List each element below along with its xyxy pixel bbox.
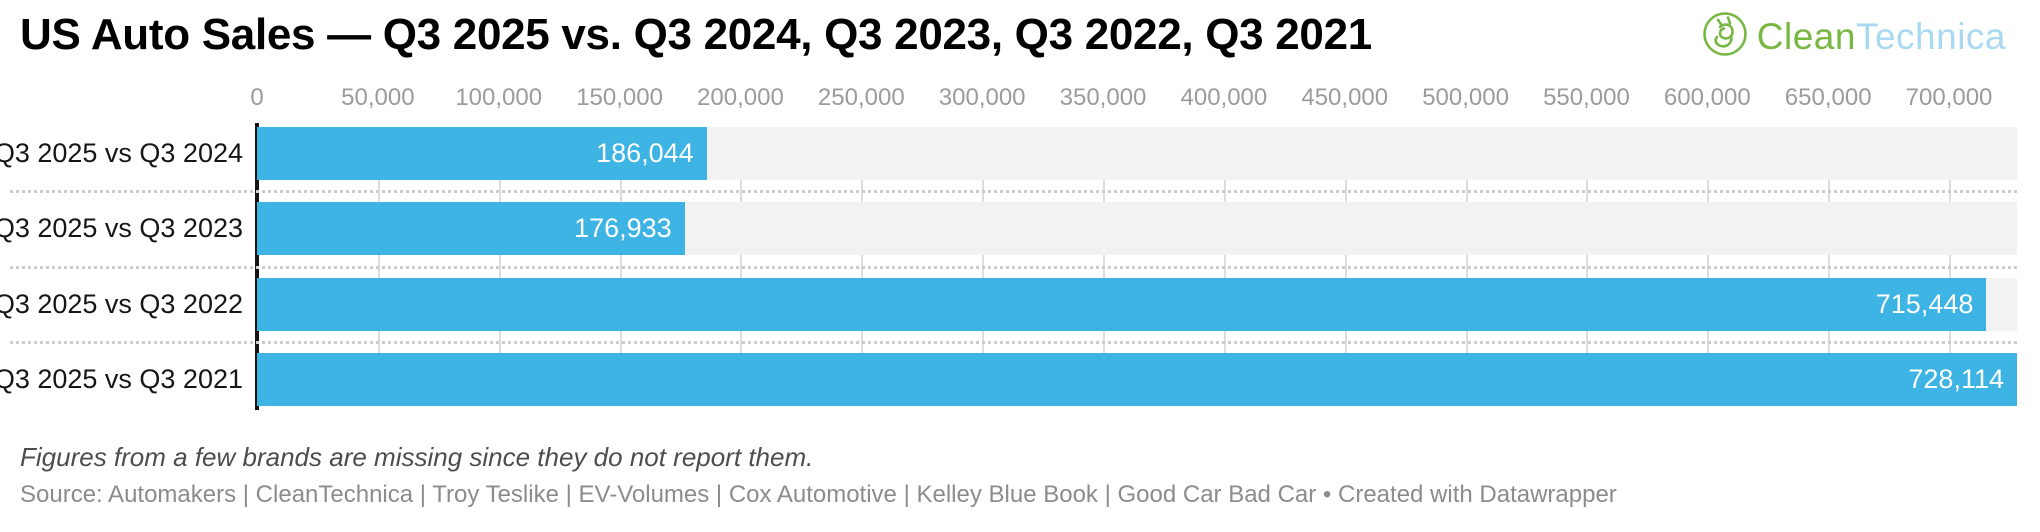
bar-2: 176,933 <box>257 202 685 255</box>
x-tick-label: 300,000 <box>938 84 1026 111</box>
source-line: Source: Automakers | CleanTechnica | Tro… <box>20 481 1617 509</box>
source-separator: • <box>1322 481 1332 508</box>
x-tick-label: 700,000 <box>1905 84 1993 111</box>
row-separator <box>10 265 2017 269</box>
cleantechnica-logo[interactable]: CleanTechnica <box>1701 10 2006 63</box>
chart-title: US Auto Sales — Q3 2025 vs. Q3 2024, Q3 … <box>20 10 1372 59</box>
bar-4: 728,114 <box>257 353 2017 406</box>
cleantechnica-logo-icon <box>1701 10 1749 63</box>
bar-value-label: 728,114 <box>1908 364 2004 394</box>
row-label: Q3 2025 vs Q3 2024 <box>0 138 243 168</box>
cleantechnica-logo-text: CleanTechnica <box>1757 16 2006 58</box>
x-tick-label: 600,000 <box>1663 84 1751 111</box>
row-label: Q3 2025 vs Q3 2023 <box>0 213 243 243</box>
plot-area: 186,044 176,933 715,448 728,114 <box>10 123 2017 410</box>
x-tick-label: 50,000 <box>341 84 415 111</box>
datawrapper-attribution-link[interactable]: Created with Datawrapper <box>1338 481 1617 508</box>
row-band: 176,933 <box>257 202 2017 255</box>
x-tick-label: 150,000 <box>576 84 663 111</box>
x-tick-label: 250,000 <box>817 84 905 111</box>
source-text: Source: Automakers | CleanTechnica | Tro… <box>20 481 1317 508</box>
x-tick-label: 100,000 <box>455 84 543 111</box>
row-band: 728,114 <box>257 353 2017 406</box>
logo-text-technica: Technica <box>1855 15 2006 57</box>
chart-note: Figures from a few brands are missing si… <box>20 442 814 472</box>
x-axis: 0 50,000 100,000 150,000 200,000 250,000 300,0… <box>250 84 2017 112</box>
x-tick-label: 0 <box>250 84 264 111</box>
row-separator <box>10 341 2017 344</box>
bar-value-label: 715,448 <box>1875 289 1974 319</box>
row-separator <box>10 190 2017 193</box>
x-tick-label: 350,000 <box>1059 84 1147 111</box>
x-tick-label: 550,000 <box>1543 84 1630 111</box>
bar-value-label: 176,933 <box>574 213 672 243</box>
logo-text-clean: Clean <box>1756 15 1856 57</box>
row-label: Q3 2025 vs Q3 2022 <box>0 289 243 319</box>
bar-3: 715,448 <box>257 278 1987 331</box>
row-label: Q3 2025 vs Q3 2021 <box>0 364 243 394</box>
x-tick-label: 450,000 <box>1301 84 1389 111</box>
bar-value-label: 186,044 <box>596 138 694 168</box>
x-tick-label: 200,000 <box>697 84 784 111</box>
x-tick-label: 400,000 <box>1180 84 1268 111</box>
row-band: 715,448 <box>257 278 2017 331</box>
x-tick-label: 650,000 <box>1784 84 1872 111</box>
bar-1: 186,044 <box>257 127 707 180</box>
x-tick-label: 500,000 <box>1422 84 1509 111</box>
row-band: 186,044 <box>257 127 2017 180</box>
